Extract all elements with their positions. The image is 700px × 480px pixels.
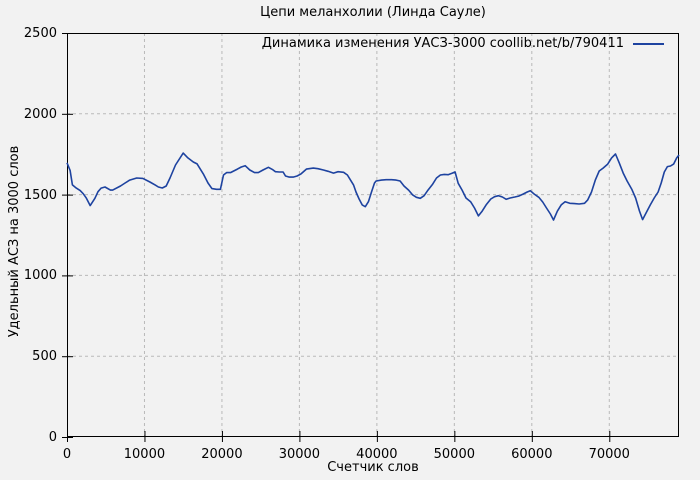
series-line bbox=[66, 152, 680, 221]
legend-line-sample-icon bbox=[633, 42, 664, 45]
legend-series-label: Динамика изменения УАСЗ-3000 coollib.net… bbox=[261, 36, 624, 51]
x-axis-label: Счетчик слов bbox=[327, 460, 419, 475]
y-tick-label: 1500 bbox=[23, 187, 57, 203]
x-tick-label: 70000 bbox=[588, 447, 630, 462]
x-tick-label: 40000 bbox=[356, 447, 398, 462]
legend: Динамика изменения УАСЗ-3000 coollib.net… bbox=[262, 36, 664, 51]
plot-border bbox=[67, 33, 679, 437]
chart-title: Цепи меланхолии (Линда Сауле) bbox=[260, 5, 486, 20]
y-tick-label: 1000 bbox=[23, 268, 57, 284]
y-tick-label: 2500 bbox=[23, 26, 57, 41]
y-tick-label: 0 bbox=[48, 430, 57, 445]
x-tick-label: 10000 bbox=[123, 447, 166, 462]
x-tick-label: 0 bbox=[62, 447, 72, 462]
y-tick-label: 500 bbox=[32, 349, 57, 365]
x-tick-label: 60000 bbox=[511, 447, 553, 462]
x-tick-label: 20000 bbox=[201, 447, 243, 462]
y-tick-label: 2000 bbox=[23, 106, 57, 122]
x-tick-label: 30000 bbox=[278, 447, 321, 462]
x-tick-label: 50000 bbox=[433, 447, 475, 462]
